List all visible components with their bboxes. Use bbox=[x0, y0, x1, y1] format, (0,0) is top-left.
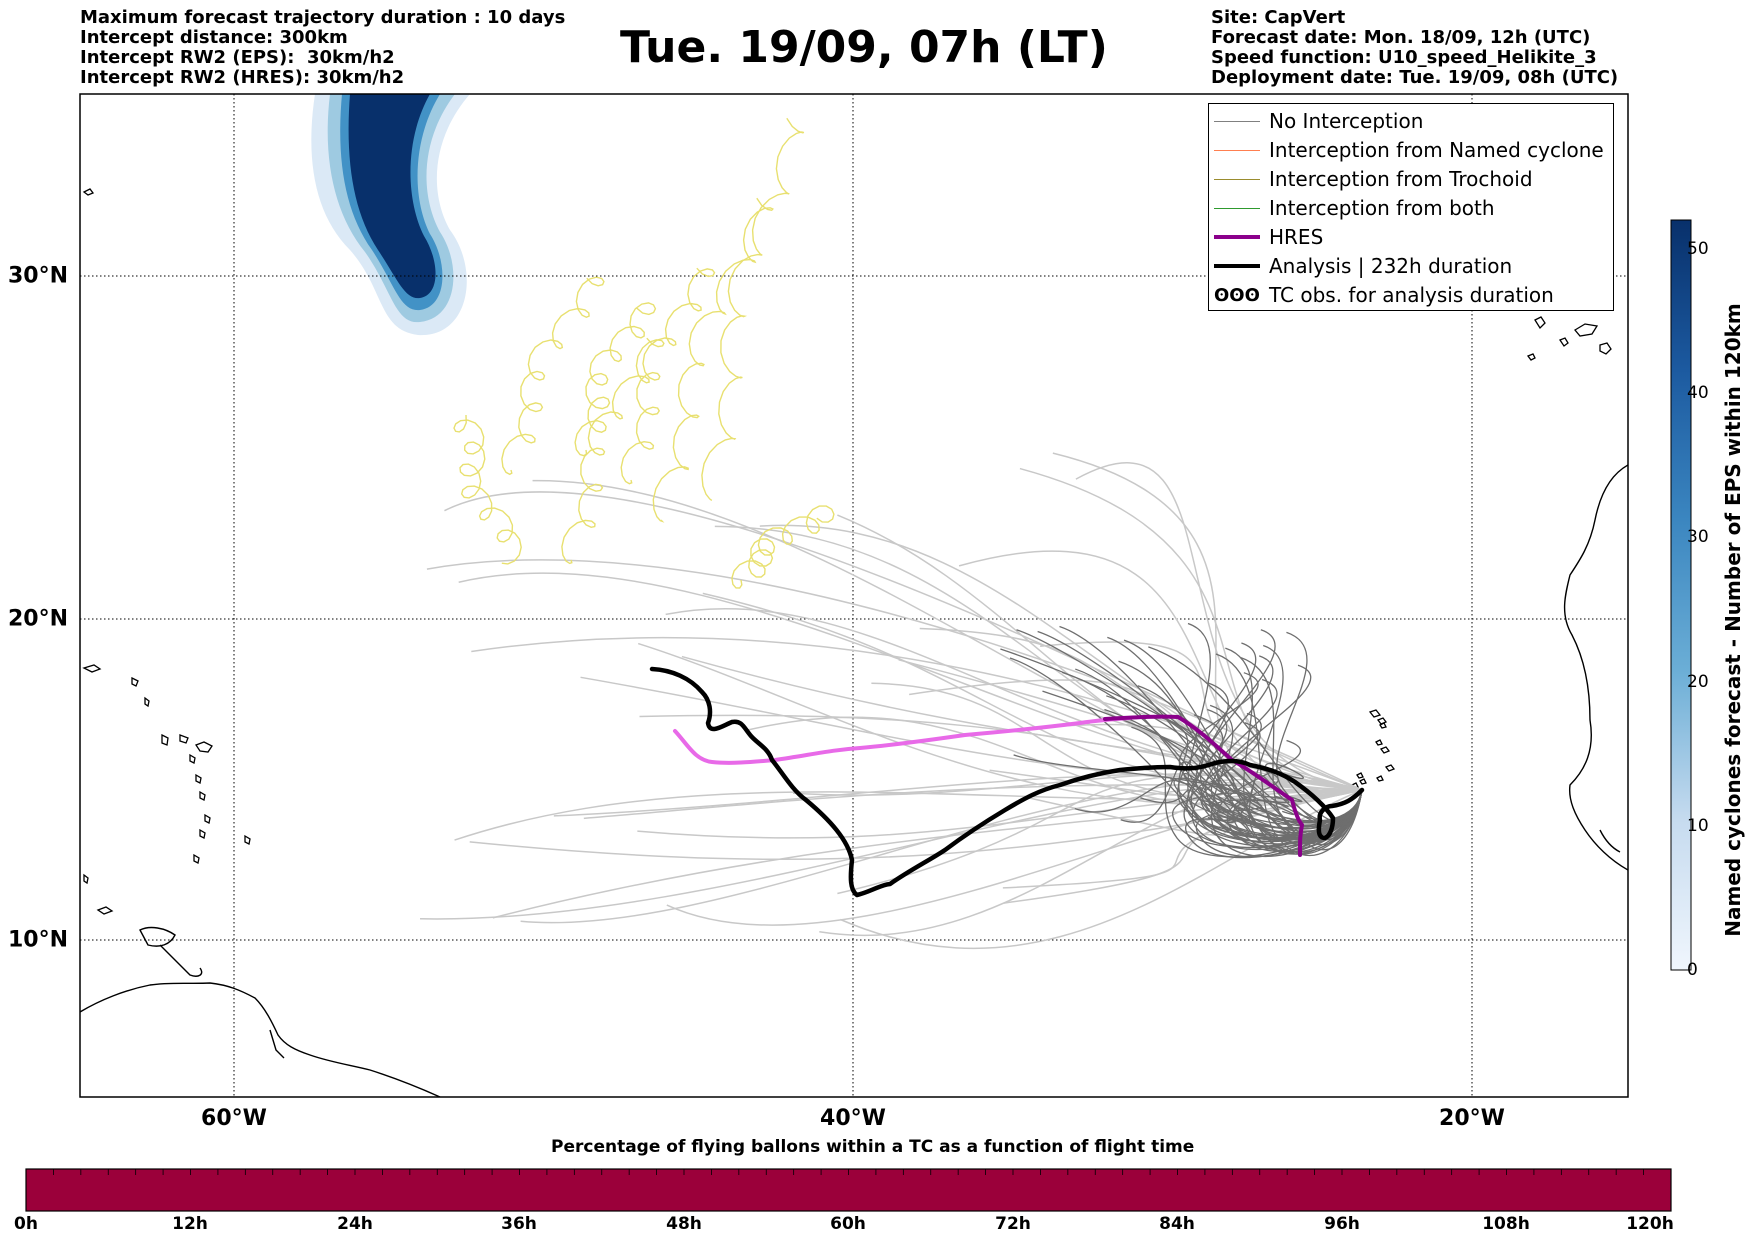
flight-bar-tick: 108h bbox=[1482, 1214, 1530, 1234]
cyclone-density-field bbox=[311, 94, 470, 336]
flight-bar-tick: 48h bbox=[666, 1214, 702, 1234]
deployment-date-text: Deployment date: Tue. 19/09, 08h (UTC) bbox=[1211, 67, 1619, 88]
legend-tc-obs: ʘʘʘ TC obs. for analysis duration bbox=[1209, 281, 1613, 310]
legend-no-interception: No Interception bbox=[1209, 107, 1613, 136]
colorbar-tick: 10 bbox=[1687, 816, 1709, 836]
legend-label: Interception from both bbox=[1269, 196, 1495, 220]
legend: No Interception Interception from Named … bbox=[1208, 103, 1614, 311]
legend-label: Analysis | 232h duration bbox=[1269, 254, 1513, 278]
flight-bar-tick: 84h bbox=[1159, 1214, 1195, 1234]
ensemble-tracks-early bbox=[420, 452, 1363, 949]
hres-track-fresh bbox=[673, 716, 1132, 765]
flight-bar-tick: 12h bbox=[172, 1214, 208, 1234]
colorbar-tick: 0 bbox=[1687, 960, 1698, 980]
map-area bbox=[80, 94, 1628, 1097]
flight-bar-title: Percentage of flying ballons within a TC… bbox=[551, 1137, 1195, 1157]
legend-swatch bbox=[1214, 264, 1260, 268]
flight-bar-tick: 36h bbox=[501, 1214, 537, 1234]
legend-swatch bbox=[1214, 121, 1260, 122]
site-text: Site: CapVert bbox=[1211, 7, 1346, 28]
flight-time-bar bbox=[25, 1168, 1672, 1212]
south-america-coast bbox=[80, 982, 441, 1097]
lon-label-40w: 40°W bbox=[820, 1106, 886, 1131]
colorbar-tick: 30 bbox=[1687, 527, 1709, 547]
legend-swatch bbox=[1214, 208, 1260, 209]
lon-label-60w: 60°W bbox=[201, 1106, 267, 1131]
legend-label: Interception from Named cyclone bbox=[1269, 138, 1604, 162]
flight-bar-tick: 72h bbox=[995, 1214, 1031, 1234]
hres-track-old bbox=[1103, 714, 1305, 857]
colorbar-tick: 20 bbox=[1687, 672, 1709, 692]
analysis-track bbox=[649, 666, 1365, 898]
colorbar bbox=[1670, 219, 1692, 971]
islands bbox=[82, 188, 1612, 915]
flight-bar-tick: 24h bbox=[337, 1214, 373, 1234]
africa-coast bbox=[1563, 464, 1628, 871]
flight-bar-tick: 60h bbox=[830, 1214, 866, 1234]
intercept-eps-text: Intercept RW2 (EPS): 30km/h2 bbox=[80, 47, 395, 68]
lat-label-10n: 10°N bbox=[8, 927, 69, 953]
speed-function-text: Speed function: U10_speed_Helikite_3 bbox=[1211, 47, 1597, 68]
map-title: Tue. 19/09, 07h (LT) bbox=[620, 22, 1108, 73]
legend-label: No Interception bbox=[1269, 109, 1424, 133]
flight-bar-tick: 0h bbox=[14, 1214, 38, 1234]
tc-symbol-icon: ʘʘʘ bbox=[1214, 285, 1260, 306]
flight-bar-tick: 120h bbox=[1626, 1214, 1674, 1234]
lat-label-30n: 30°N bbox=[8, 263, 69, 289]
map-frame bbox=[79, 93, 1629, 1098]
legend-named-cyclone: Interception from Named cyclone bbox=[1209, 136, 1613, 165]
header-left-info: Maximum forecast trajectory duration : 1… bbox=[80, 8, 565, 88]
legend-analysis: Analysis | 232h duration bbox=[1209, 252, 1613, 281]
ensemble-tracks-late bbox=[1000, 622, 1363, 859]
legend-swatch bbox=[1214, 179, 1260, 180]
legend-swatch bbox=[1214, 150, 1260, 151]
intercept-distance-text: Intercept distance: 300km bbox=[80, 27, 348, 48]
lon-label-20w: 20°W bbox=[1439, 1106, 1505, 1131]
lat-label-20n: 20°N bbox=[8, 606, 69, 632]
legend-trochoid: Interception from Trochoid bbox=[1209, 165, 1613, 194]
legend-both: Interception from both bbox=[1209, 194, 1613, 223]
legend-label: TC obs. for analysis duration bbox=[1269, 283, 1554, 307]
legend-swatch bbox=[1214, 235, 1260, 239]
colorbar-tick: 50 bbox=[1687, 239, 1709, 259]
coastlines bbox=[80, 464, 1628, 1097]
legend-label: Interception from Trochoid bbox=[1269, 167, 1533, 191]
intercept-hres-text: Intercept RW2 (HRES): 30km/h2 bbox=[80, 67, 405, 88]
header-right-info: Site: CapVert Forecast date: Mon. 18/09,… bbox=[1211, 8, 1618, 88]
legend-label: HRES bbox=[1269, 225, 1324, 249]
graticule bbox=[80, 94, 1628, 1097]
max-duration-text: Maximum forecast trajectory duration : 1… bbox=[80, 7, 566, 28]
colorbar-tick: 40 bbox=[1687, 383, 1709, 403]
forecast-date-text: Forecast date: Mon. 18/09, 12h (UTC) bbox=[1211, 27, 1591, 48]
trochoid-tracks bbox=[453, 117, 835, 589]
legend-hres: HRES bbox=[1209, 223, 1613, 252]
colorbar-label: Named cyclones forecast - Number of EPS … bbox=[1721, 303, 1745, 937]
trinidad bbox=[139, 926, 176, 947]
flight-bar-tick: 96h bbox=[1324, 1214, 1360, 1234]
